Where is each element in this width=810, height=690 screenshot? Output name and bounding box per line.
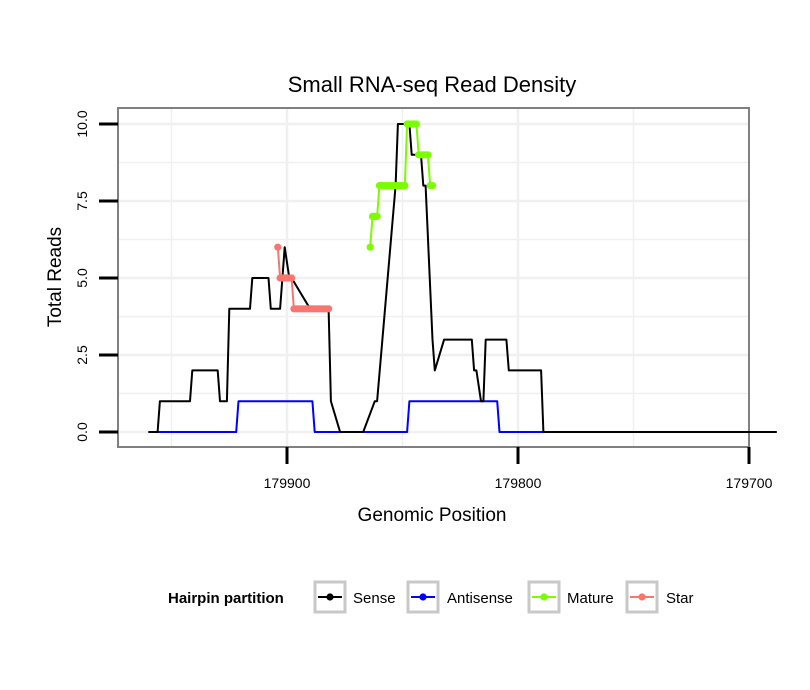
mature-point (428, 182, 437, 190)
y-axis-title: Total Reads (45, 227, 66, 327)
chart-title: Small RNA-seq Read Density (288, 72, 577, 97)
y-tick-label: 2.5 (74, 345, 90, 365)
legend-point-antisense (419, 593, 427, 601)
star-point (274, 243, 282, 251)
mature-point (366, 243, 374, 251)
y-tick-label: 7.5 (74, 191, 90, 211)
star-point (324, 305, 333, 313)
axis-layer: 179900 179800 179700 0.0 2.5 5.0 7.5 10.0 (74, 110, 773, 491)
mature-point (373, 212, 381, 220)
y-tick-label: 0.0 (74, 422, 90, 442)
mature-point (401, 182, 409, 190)
legend-point-star (638, 593, 646, 601)
legend-label-antisense: Antisense (447, 590, 513, 607)
legend-label-sense: Sense (353, 590, 396, 607)
y-tick-label: 10.0 (74, 110, 90, 137)
legend: Hairpin partition Sense Antisense Mature St… (168, 580, 694, 614)
legend-point-sense (326, 593, 334, 601)
legend-label-mature: Mature (567, 590, 614, 607)
series-layer (148, 120, 777, 433)
sense-line (148, 123, 777, 433)
y-tick-label: 5.0 (74, 268, 90, 288)
legend-label-star: Star (666, 590, 694, 607)
mature-point (412, 120, 420, 128)
x-tick-label: 179900 (264, 475, 311, 491)
x-tick-label: 179700 (726, 475, 773, 491)
mature-point (424, 151, 432, 159)
x-axis-title: Genomic Position (358, 505, 507, 526)
legend-title: Hairpin partition (168, 590, 284, 607)
star-point (288, 274, 296, 282)
x-tick-label: 179800 (495, 475, 542, 491)
legend-point-mature (540, 593, 548, 601)
